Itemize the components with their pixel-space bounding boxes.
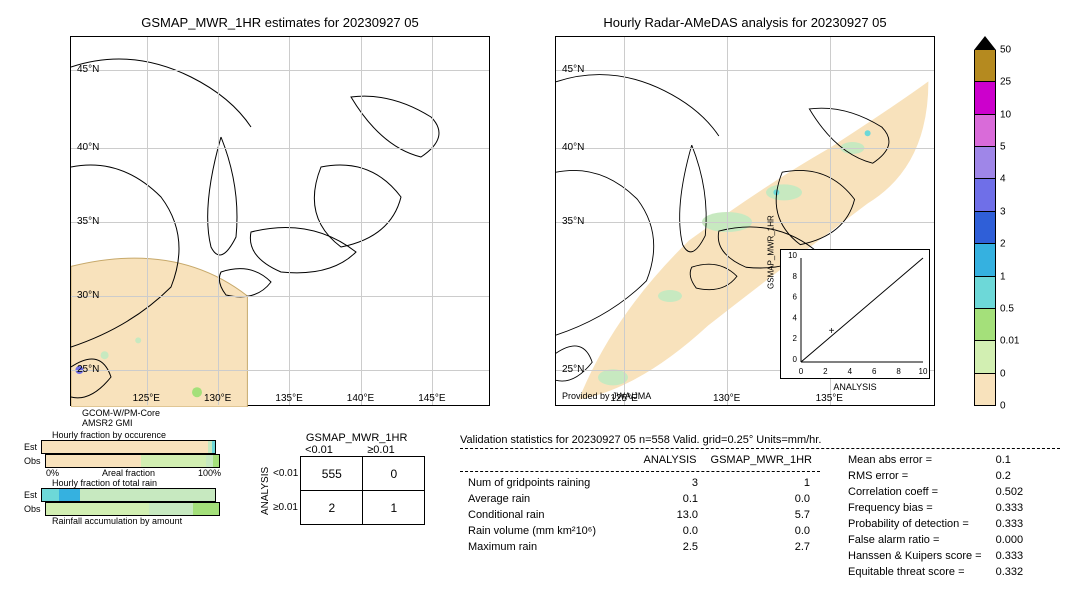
validation-block: Validation statistics for 20230927 05 n=… [460,434,1060,581]
tot-est-bar [41,488,216,502]
cont-col-title: GSMAP_MWR_1HR [288,432,425,444]
fraction-block: Hourly fraction by occurence Est Obs 0% … [24,430,244,526]
left-map-title: GSMAP_MWR_1HR estimates for 20230927 05 [70,15,490,30]
cont-col-1: ≥0.01 [350,444,412,456]
svg-text:10: 10 [919,367,928,376]
svg-text:6: 6 [793,293,798,302]
analysis-table: ANALYSIS GSMAP_MWR_1HR [460,451,820,469]
est-label-2: Est [24,490,37,500]
metrics-table: Mean abs error =0.1RMS error =0.2Correla… [840,451,1031,581]
svg-text:8: 8 [896,367,901,376]
axis-mid: Areal fraction [102,468,155,478]
val-rows-table: Num of gridpoints raining31Average rain0… [460,474,818,556]
svg-text:10: 10 [788,251,797,260]
cont-col-0: <0.01 [288,444,350,456]
occ-obs-bar [45,454,220,468]
validation-title: Validation statistics for 20230927 05 n=… [460,434,1060,446]
colorbar: 502510543210.50.0100 [974,36,996,406]
svg-text:2: 2 [823,367,828,376]
tot-title: Hourly fraction of total rain [52,478,244,488]
axis-right: 100% [198,468,221,478]
svg-text:0: 0 [793,355,798,364]
axis-left: 0% [46,468,59,478]
cont-cell-00: 555 [301,457,363,491]
svg-text:4: 4 [848,367,853,376]
occ-title: Hourly fraction by occurence [52,430,244,440]
svg-text:0: 0 [799,367,804,376]
contingency-table: 5550 21 [300,456,425,525]
hdr-b: GSMAP_MWR_1HR [705,453,818,467]
est-label-1: Est [24,442,37,452]
left-map-attribution: GCOM-W/PM-Core AMSR2 GMI [82,408,160,428]
tot-obs-bar [45,502,220,516]
svg-text:6: 6 [872,367,877,376]
accum-title: Rainfall accumulation by amount [52,516,244,526]
svg-text:8: 8 [793,272,798,281]
occ-est-bar [41,440,216,454]
contingency-block: GSMAP_MWR_1HR <0.01 ≥0.01 ANALYSIS <0.01… [260,432,425,525]
hdr-blank [462,453,631,467]
cont-cell-01: 0 [363,457,425,491]
left-map-panel: 45°N40°N35°N30°N25°N125°E130°E135°E140°E… [70,36,490,406]
obs-label-1: Obs [24,456,41,466]
cont-row-0: <0.01 [273,468,298,479]
obs-label-2: Obs [24,504,41,514]
cont-row-title: ANALYSIS [260,456,271,525]
right-map-panel: 45°N40°N35°N25°N125°E130°E135°EProvided … [555,36,935,406]
cont-cell-10: 2 [301,491,363,525]
right-map-title: Hourly Radar-AMeDAS analysis for 2023092… [555,15,935,30]
cont-cell-11: 1 [363,491,425,525]
hdr-a: ANALYSIS [633,453,703,467]
svg-text:4: 4 [793,313,798,322]
divider-top [460,448,1060,449]
cont-row-1: ≥0.01 [273,502,298,513]
divider-sub [460,471,820,472]
svg-text:+: + [829,326,835,337]
svg-text:2: 2 [793,334,798,343]
